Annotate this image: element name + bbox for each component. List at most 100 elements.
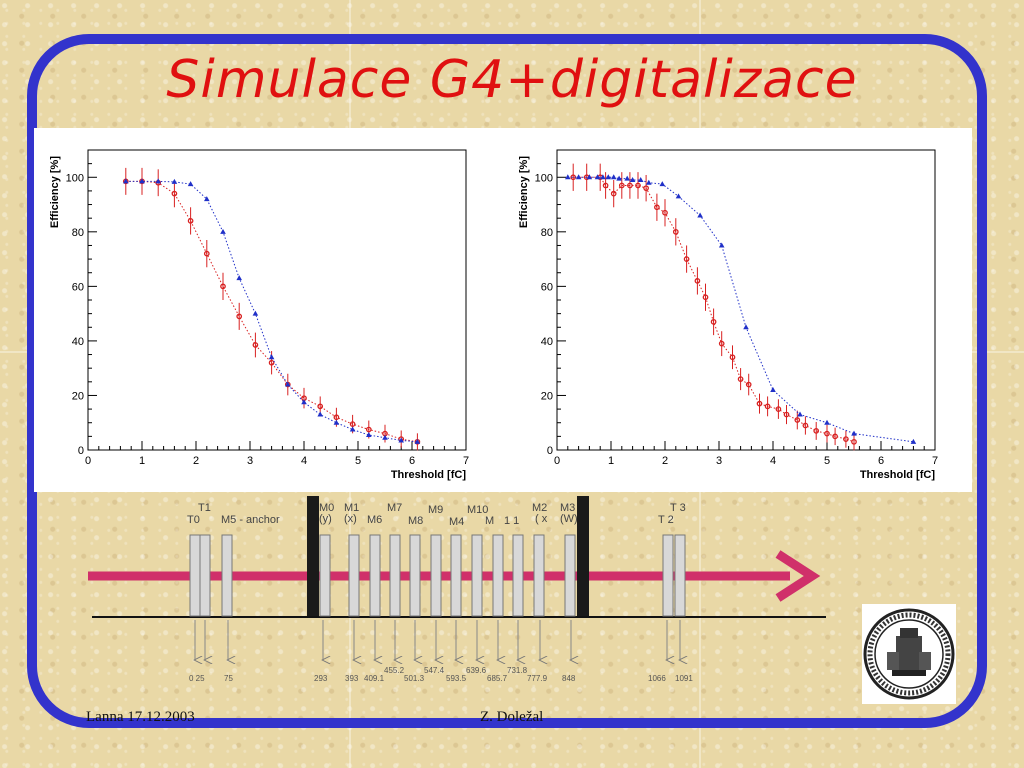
label-W: (W) bbox=[560, 513, 578, 525]
blue-data-point bbox=[268, 354, 275, 360]
blue-data-point bbox=[697, 212, 703, 218]
red-data-point bbox=[236, 313, 243, 320]
y-tick-label: 60 bbox=[541, 281, 553, 293]
blue-data-point bbox=[910, 438, 917, 444]
label-x: (x) bbox=[344, 513, 357, 525]
blue-data-point bbox=[770, 387, 776, 392]
blue-data-point bbox=[349, 426, 356, 432]
label-M1: M1 bbox=[344, 502, 359, 514]
blue-data-point bbox=[382, 434, 388, 440]
blue-data-point bbox=[646, 179, 652, 185]
red-data-point bbox=[654, 204, 660, 211]
detector-planes bbox=[189, 534, 685, 660]
blue-data-point bbox=[204, 196, 210, 202]
red-data-point bbox=[764, 403, 771, 410]
pos-393: 393 bbox=[345, 674, 359, 683]
detector-plane bbox=[533, 534, 545, 617]
red-data-point bbox=[635, 182, 641, 189]
university-seal bbox=[862, 604, 956, 704]
x-tick-label: 1 bbox=[139, 455, 145, 467]
detector-plane bbox=[389, 534, 401, 617]
label-M9: M9 bbox=[428, 504, 443, 516]
red-data-point bbox=[349, 421, 356, 427]
detector-labels: T1 T0 M5 - anchor M0 (y) M1 (x) M6 M7 M8… bbox=[187, 502, 686, 528]
blue-data-point bbox=[333, 419, 340, 425]
red-data-point bbox=[783, 411, 790, 418]
detector-plane bbox=[189, 534, 201, 617]
red-data-point bbox=[333, 414, 340, 421]
pos-0-25: 0 25 bbox=[189, 674, 205, 683]
x-tick-label: 3 bbox=[716, 455, 722, 467]
x-tick-label: 6 bbox=[878, 455, 884, 467]
pos-777: 777.9 bbox=[527, 674, 548, 683]
footer-date: Lanna 17.12.2003 bbox=[86, 709, 195, 725]
blue-data-point bbox=[139, 178, 145, 184]
y-axis-label: Efficiency [%] bbox=[518, 156, 530, 228]
efficiency-chart-right: 0 1 2 3 4 5 6 7 0 20 40 60 80 100 Threshold [fC] Effici… bbox=[518, 149, 938, 481]
pos-848: 848 bbox=[562, 674, 576, 683]
detector-plane bbox=[221, 534, 233, 617]
label-M5-anchor: M5 - anchor bbox=[221, 514, 280, 526]
blue-data-point bbox=[629, 177, 636, 182]
red-data-point bbox=[203, 250, 210, 257]
label-M6: M6 bbox=[367, 514, 382, 526]
red-data-point bbox=[627, 182, 633, 189]
label-M4: M4 bbox=[449, 516, 464, 528]
red-data-point bbox=[813, 428, 820, 434]
blue-data-point bbox=[301, 399, 307, 405]
blue-data-point bbox=[594, 174, 601, 180]
red-data-point bbox=[610, 190, 617, 197]
label-M: M bbox=[485, 515, 494, 527]
pos-1091: 1091 bbox=[675, 674, 693, 683]
blue-data-point bbox=[317, 411, 323, 417]
blue-data-point bbox=[718, 242, 725, 248]
pos-639: 639.6 bbox=[466, 666, 487, 675]
y-tick-label: 20 bbox=[72, 390, 84, 402]
detector-layout-diagram: T1 T0 M5 - anchor M0 (y) M1 (x) M6 M7 M8… bbox=[88, 496, 826, 683]
blue-data-point bbox=[285, 381, 291, 387]
x-tick-label: 5 bbox=[824, 455, 830, 467]
position-values: 0 25 75 293 393 409.1 455.2 501.3 547.4 … bbox=[189, 666, 693, 683]
detector-plane bbox=[564, 534, 576, 617]
red-data-point bbox=[832, 433, 838, 440]
red-data-point bbox=[694, 278, 701, 284]
label-y: (y) bbox=[319, 513, 332, 525]
pos-409: 409.1 bbox=[364, 674, 385, 683]
detector-plane bbox=[512, 534, 524, 617]
pos-75: 75 bbox=[224, 674, 233, 683]
red-data-point bbox=[702, 294, 709, 301]
detector-plane bbox=[319, 534, 331, 617]
x-tick-label: 6 bbox=[409, 455, 415, 467]
y-tick-label: 0 bbox=[547, 445, 553, 457]
x-tick-label: 0 bbox=[554, 455, 560, 467]
blue-data-point bbox=[600, 174, 606, 180]
label-M0: M0 bbox=[319, 502, 334, 514]
magnet-bar-right bbox=[577, 496, 589, 616]
red-data-point bbox=[710, 318, 717, 325]
y-tick-label: 80 bbox=[72, 227, 84, 239]
red-data-point bbox=[268, 359, 275, 366]
red-data-point bbox=[843, 436, 849, 442]
red-data-point bbox=[317, 403, 324, 410]
blue-data-point bbox=[624, 175, 630, 181]
detector-plane bbox=[450, 534, 462, 617]
blue-data-point bbox=[414, 438, 421, 444]
label-T3: T 3 bbox=[670, 502, 686, 514]
red-data-point bbox=[729, 354, 736, 361]
pos-593: 593.5 bbox=[446, 674, 467, 683]
red-data-point bbox=[683, 256, 690, 262]
x-tick-label: 2 bbox=[662, 455, 668, 467]
y-tick-label: 100 bbox=[66, 172, 84, 184]
blue-data-point bbox=[236, 275, 242, 281]
label-M10: M10 bbox=[467, 504, 488, 516]
label-M2: M2 bbox=[532, 502, 547, 514]
blue-data-point bbox=[171, 178, 178, 184]
blue-data-point bbox=[187, 181, 194, 187]
y-tick-label: 40 bbox=[72, 336, 84, 348]
label-x2: ( x bbox=[535, 513, 548, 525]
blue-data-point bbox=[252, 310, 259, 316]
blue-data-point bbox=[851, 430, 857, 436]
red-data-point bbox=[745, 381, 752, 388]
efficiency-chart-left: 0 1 2 3 4 5 6 7 0 20 40 60 80 100 Threshold [fC] Effici… bbox=[49, 149, 469, 481]
y-tick-label: 0 bbox=[78, 445, 84, 457]
